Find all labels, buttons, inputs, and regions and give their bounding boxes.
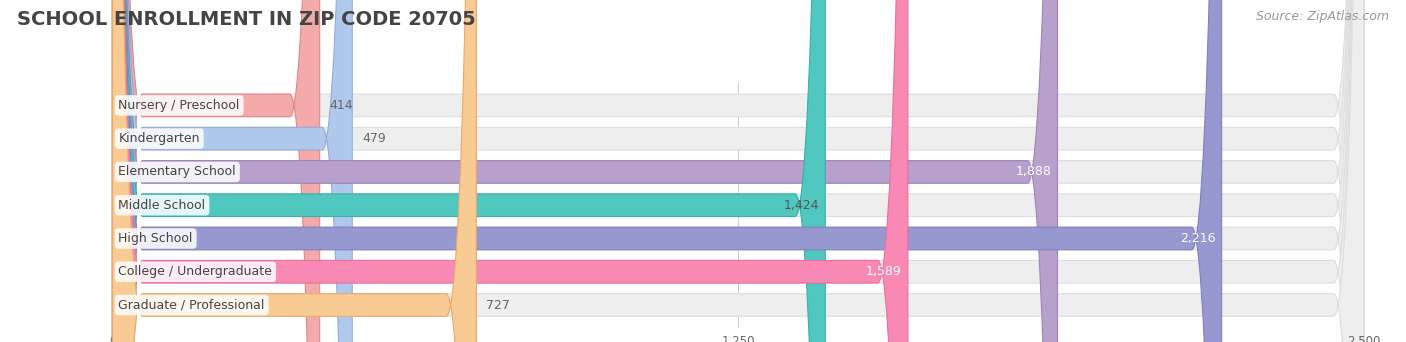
- FancyBboxPatch shape: [112, 0, 1057, 342]
- Text: Source: ZipAtlas.com: Source: ZipAtlas.com: [1256, 10, 1389, 23]
- Text: Nursery / Preschool: Nursery / Preschool: [118, 99, 240, 112]
- Text: Elementary School: Elementary School: [118, 166, 236, 179]
- Text: Graduate / Professional: Graduate / Professional: [118, 299, 264, 312]
- FancyBboxPatch shape: [112, 0, 1364, 342]
- FancyBboxPatch shape: [112, 0, 1364, 342]
- FancyBboxPatch shape: [112, 0, 1364, 342]
- FancyBboxPatch shape: [112, 0, 353, 342]
- Text: 1,589: 1,589: [866, 265, 901, 278]
- Text: 1,424: 1,424: [783, 199, 820, 212]
- FancyBboxPatch shape: [112, 0, 1364, 342]
- Text: 479: 479: [363, 132, 387, 145]
- Text: Kindergarten: Kindergarten: [118, 132, 200, 145]
- FancyBboxPatch shape: [112, 0, 1222, 342]
- FancyBboxPatch shape: [112, 0, 825, 342]
- Text: 414: 414: [330, 99, 353, 112]
- FancyBboxPatch shape: [112, 0, 319, 342]
- FancyBboxPatch shape: [112, 0, 1364, 342]
- Text: College / Undergraduate: College / Undergraduate: [118, 265, 273, 278]
- Text: 727: 727: [486, 299, 510, 312]
- Text: 2,216: 2,216: [1180, 232, 1216, 245]
- Text: Middle School: Middle School: [118, 199, 205, 212]
- Text: SCHOOL ENROLLMENT IN ZIP CODE 20705: SCHOOL ENROLLMENT IN ZIP CODE 20705: [17, 10, 475, 29]
- FancyBboxPatch shape: [112, 0, 1364, 342]
- Text: 1,888: 1,888: [1015, 166, 1052, 179]
- FancyBboxPatch shape: [112, 0, 477, 342]
- FancyBboxPatch shape: [112, 0, 908, 342]
- FancyBboxPatch shape: [112, 0, 1364, 342]
- Text: High School: High School: [118, 232, 193, 245]
